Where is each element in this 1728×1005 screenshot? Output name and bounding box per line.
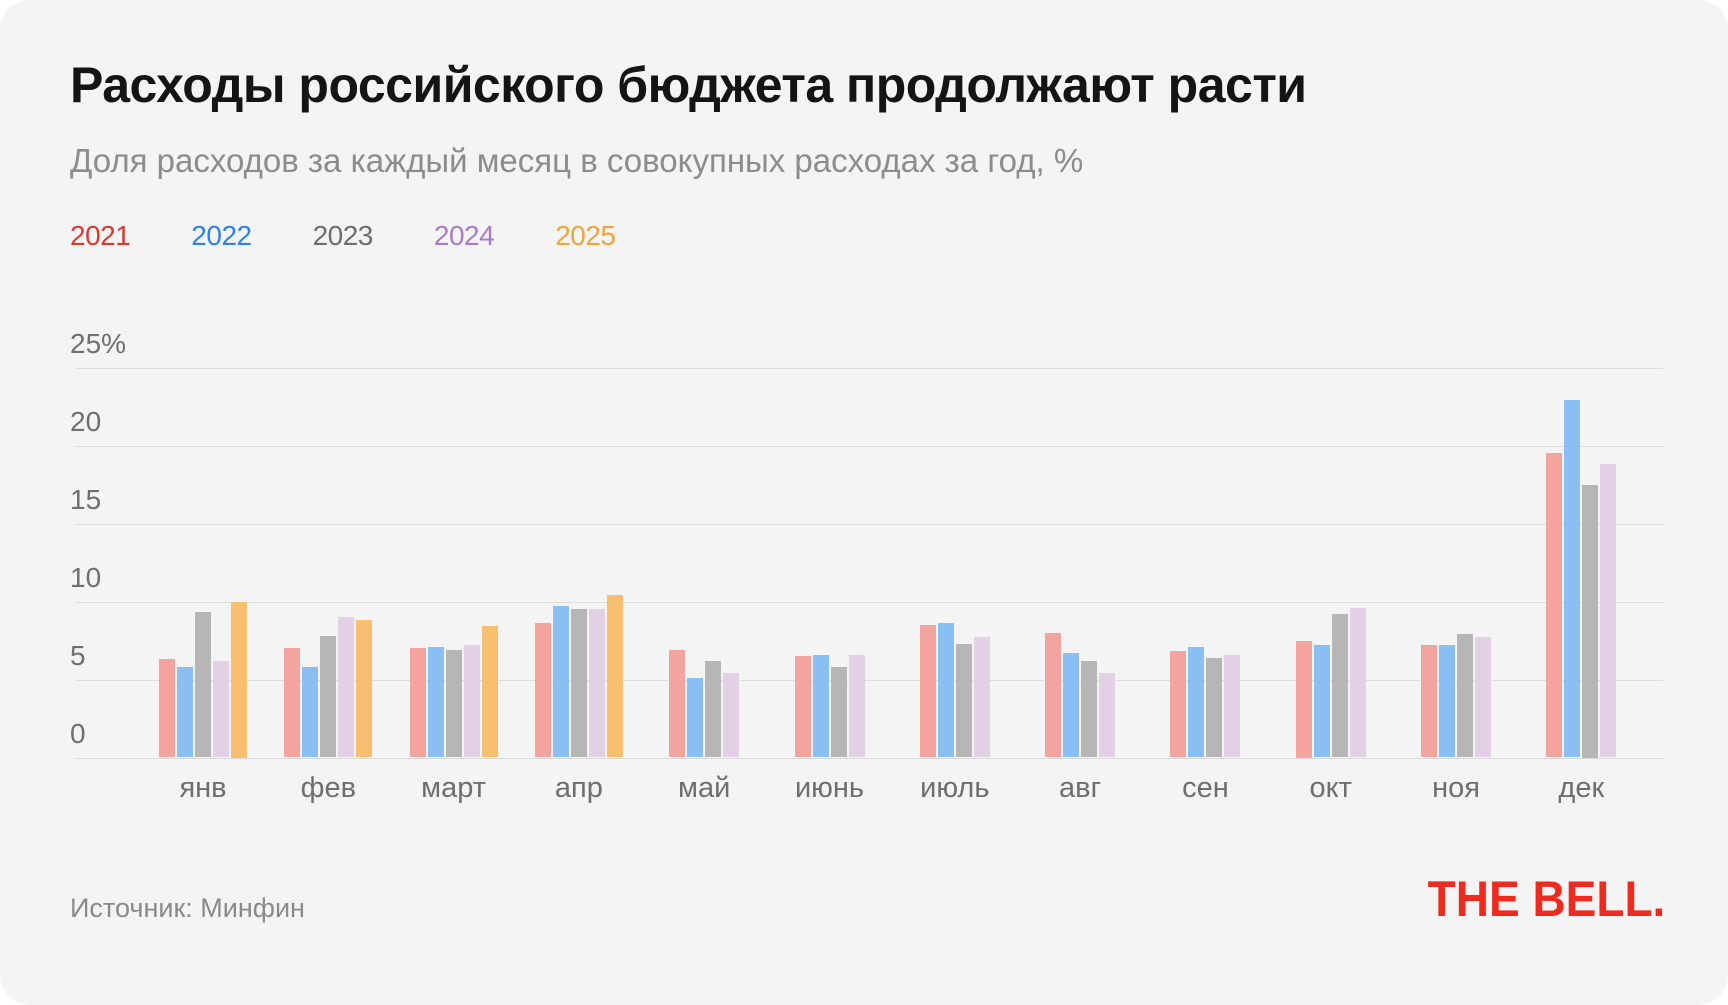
bar-2022-май	[687, 677, 704, 758]
bar-2025-март	[481, 626, 498, 758]
bar-2023-март	[445, 649, 462, 758]
bar-2023-апр	[570, 609, 587, 758]
bar-2024-июнь	[848, 654, 865, 758]
bar-2023-ноя	[1457, 634, 1473, 758]
bar-2021-ноя	[1421, 645, 1437, 758]
y-axis-label-10: 10	[70, 561, 102, 593]
y-axis-label-0: 0	[70, 717, 86, 749]
bar-2021-май	[669, 649, 686, 758]
x-axis-label-янв: янв	[179, 772, 227, 804]
bar-2025-фев	[356, 620, 373, 758]
gridline-0	[75, 757, 1663, 759]
x-axis-label-июнь: июнь	[794, 772, 865, 804]
bar-2021-дек	[1546, 453, 1563, 758]
bar-2022-сен	[1188, 646, 1205, 758]
bar-2022-авг	[1063, 652, 1080, 758]
bar-2021-фев	[284, 648, 301, 758]
bar-2021-апр	[534, 623, 551, 758]
bar-2023-май	[705, 660, 722, 758]
bar-2024-дек	[1600, 464, 1617, 758]
bar-2022-апр	[552, 606, 569, 758]
bar-2021-сен	[1170, 651, 1187, 758]
bar-2022-июнь	[812, 654, 829, 758]
bar-2024-март	[463, 645, 480, 758]
legend-item-2021: 2021	[70, 220, 131, 251]
bar-2024-июль	[973, 637, 990, 758]
bar-2022-июль	[937, 623, 954, 758]
bar-2022-дек	[1564, 400, 1581, 758]
gridline-25	[75, 367, 1663, 369]
bar-2022-фев	[302, 667, 319, 758]
bar-2024-ноя	[1475, 637, 1491, 758]
y-axis-label-5: 5	[70, 639, 86, 671]
chart-subtitle: Доля расходов за каждый месяц в совокупн…	[70, 142, 1084, 179]
bar-2023-авг	[1081, 660, 1098, 758]
bar-2021-окт	[1295, 640, 1312, 758]
x-axis-label-окт: окт	[1309, 772, 1352, 804]
x-axis-label-ноя: ноя	[1432, 772, 1480, 804]
bar-2021-март	[409, 648, 426, 758]
legend-item-2025: 2025	[555, 220, 616, 251]
source-label: Источник: Минфин	[70, 893, 305, 923]
x-axis-label-дек: дек	[1558, 772, 1605, 804]
bar-2024-май	[723, 673, 740, 758]
page-title: Расходы российского бюджета продолжают р…	[70, 57, 1307, 113]
bar-2023-сен	[1206, 657, 1223, 758]
x-axis-label-июль: июль	[920, 772, 990, 804]
bar-2021-янв	[159, 659, 175, 758]
bar-2022-март	[427, 646, 444, 758]
bar-2024-авг	[1099, 673, 1116, 758]
bar-2024-янв	[213, 660, 229, 758]
gridline-5	[75, 679, 1663, 681]
x-axis-label-май: май	[678, 772, 731, 804]
legend-item-2023: 2023	[312, 220, 374, 251]
x-axis-label-авг: авг	[1059, 772, 1102, 804]
x-axis-label-март: март	[421, 772, 487, 804]
y-axis-label-25: 25%	[70, 327, 127, 359]
bar-2022-окт	[1313, 645, 1330, 758]
bar-2025-апр	[606, 595, 623, 758]
chart-legend: 2021 2022 2023 2024 2025	[70, 220, 616, 252]
x-axis-label-сен: сен	[1182, 772, 1229, 804]
bar-2023-фев	[320, 635, 337, 758]
bar-2023-окт	[1331, 613, 1348, 758]
bar-2021-июнь	[794, 656, 811, 758]
gridline-15	[75, 523, 1663, 525]
gridline-20	[75, 445, 1663, 447]
bar-2024-окт	[1349, 607, 1366, 758]
bar-2025-янв	[231, 601, 247, 758]
y-axis-label-15: 15	[70, 483, 102, 515]
x-axis-label-апр: апр	[554, 772, 603, 804]
legend-item-2024: 2024	[433, 220, 495, 251]
bar-2021-авг	[1045, 632, 1062, 758]
bar-2023-июль	[955, 643, 972, 758]
bar-2022-янв	[177, 667, 193, 758]
gridline-10	[75, 601, 1663, 603]
the-bell-logo: THE BELL.	[1427, 871, 1665, 927]
bar-2023-июнь	[830, 667, 847, 758]
bar-2024-фев	[338, 617, 355, 758]
bar-2021-июль	[919, 624, 936, 758]
bar-2023-дек	[1582, 484, 1599, 758]
x-axis-label-фев: фев	[300, 772, 356, 804]
bar-2023-янв	[195, 612, 211, 758]
bar-2024-апр	[588, 609, 605, 758]
legend-item-2022: 2022	[191, 220, 252, 251]
bar-2022-ноя	[1439, 645, 1455, 758]
y-axis-label-20: 20	[70, 405, 102, 437]
bar-2024-сен	[1224, 654, 1241, 758]
